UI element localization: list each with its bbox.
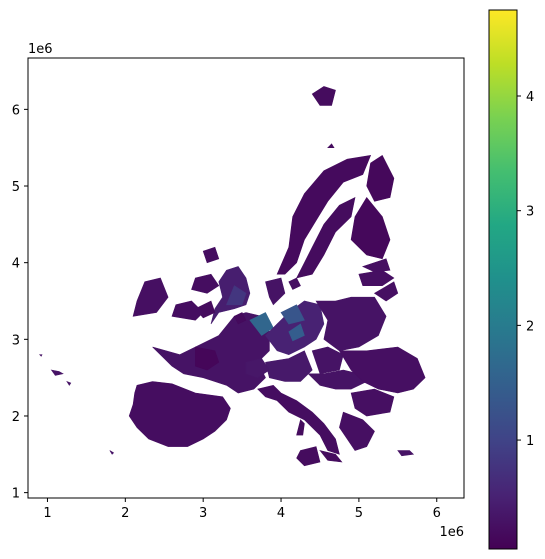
map-region: [66, 380, 72, 386]
map-region: [276, 155, 372, 275]
x-tick-label: 1: [43, 506, 51, 521]
y-tick-label: 5: [12, 180, 20, 195]
map-region: [109, 450, 115, 455]
map-region: [257, 384, 340, 455]
map-region: [191, 273, 220, 294]
x-tick-label: 6: [433, 506, 441, 521]
y-tick-label: 2: [12, 410, 20, 425]
map-region: [280, 304, 305, 325]
x-offset-label: 1e6: [439, 525, 464, 540]
y-tick-label: 4: [12, 257, 20, 272]
map-region: [226, 285, 247, 306]
colorbar-tick-label: 4: [526, 90, 534, 105]
map-region: [311, 346, 344, 375]
map-region: [366, 154, 395, 202]
map-region: [296, 446, 321, 467]
y-tick-label: 3: [12, 333, 20, 348]
colorbar-tick-label: 2: [526, 319, 534, 334]
map-region: [339, 411, 375, 451]
y-offset-label: 1e6: [28, 42, 53, 57]
map-region: [361, 258, 391, 273]
map-region: [296, 419, 305, 436]
map-region: [296, 196, 356, 279]
map-region: [50, 369, 64, 376]
y-tick-label: 6: [12, 103, 20, 118]
map-region: [288, 277, 301, 290]
y-axis: 1 2 3 4 5 6 1e6: [12, 42, 53, 502]
map-region: [315, 296, 387, 352]
x-tick-label: 3: [199, 506, 207, 521]
axes-frame: [27, 57, 465, 499]
y-tick-label: 1: [12, 487, 20, 502]
map-region: [358, 269, 395, 287]
map-region: [202, 246, 220, 264]
map-region: [338, 346, 426, 394]
map-region: [265, 350, 313, 382]
map-region: [245, 358, 270, 379]
colorbar-tick-label: 1: [526, 434, 534, 449]
map-region: [38, 354, 43, 357]
map-region: [350, 388, 395, 417]
map-region: [350, 196, 391, 260]
map-region: [233, 312, 247, 325]
x-axis: 1 2 3 4 5 6 1e6: [43, 498, 464, 540]
map-region: [319, 450, 343, 463]
x-tick-label: 4: [277, 506, 285, 521]
colorbar-gradient: [488, 9, 518, 550]
plot-border: [27, 57, 465, 499]
map-region: [397, 450, 415, 457]
map-region: [288, 323, 305, 342]
map-region: [195, 346, 220, 371]
map-region: [311, 86, 336, 106]
map-region: [373, 281, 399, 302]
colorbar-tick-label: 3: [526, 205, 534, 220]
map-region: [128, 381, 231, 447]
map-region: [327, 143, 335, 148]
x-tick-label: 2: [121, 506, 129, 521]
map-region: [171, 300, 204, 321]
colorbar: 1 2 3 4: [488, 9, 534, 550]
map-regions: [38, 86, 426, 467]
map-region: [132, 277, 169, 317]
map-region: [265, 277, 286, 306]
x-tick-label: 5: [355, 506, 363, 521]
